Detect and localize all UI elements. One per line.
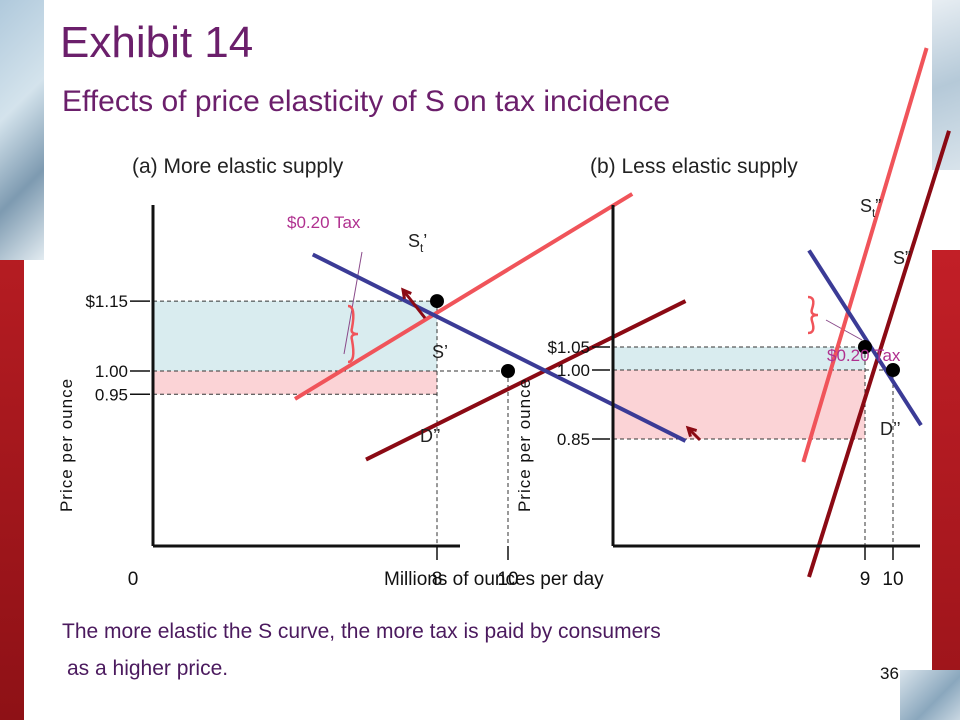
chart-a-label-supply: S’ (432, 342, 448, 362)
chart-a-tax-pointer (343, 251, 363, 355)
chart-b-curve-supply-with-tax (801, 47, 929, 463)
chart-b-y-tick-label: 0.85 (557, 430, 590, 449)
chart-b-curve-demand (807, 249, 923, 427)
page-number: 36 (880, 664, 899, 683)
chart-a-curve-supply-with-tax (293, 192, 634, 401)
corner-decoration-bottom-right (900, 670, 960, 720)
chart-a-producer-tax-area (153, 371, 437, 395)
chart-a-tax-label: $0.20 Tax (287, 213, 361, 232)
chart-b-y-tick-label: $1.05 (547, 338, 590, 357)
chart-b-shift-arrow-head (685, 425, 698, 438)
chart-b-equilibrium-point (858, 340, 872, 354)
chart-b-title: (b) Less elastic supply (590, 155, 798, 178)
chart-a-equilibrium-point (501, 364, 515, 378)
chart-b-y-tick-label: 1.00 (557, 361, 590, 380)
chart-a-x-tick-label: 0 (128, 569, 139, 590)
chart-a-equilibrium-point (430, 294, 444, 309)
chart-a-curve-demand (311, 252, 687, 443)
chart-a-y-tick-label: 0.95 (95, 385, 128, 404)
chart-a-x-tick-label: 8 (432, 569, 443, 590)
footer-text-line2: as a higher price. (67, 657, 229, 680)
chart-b-label-demand: D’’ (880, 419, 901, 439)
corner-decoration-top-left (0, 0, 44, 260)
chart-b-tax-label: $0.20 Tax (827, 346, 901, 365)
chart-b-curve-supply (807, 130, 951, 578)
chart-b-x-tick-label: 10 (882, 569, 903, 590)
page-title: Exhibit 14 (60, 18, 254, 67)
chart-b-label-supply: S” (893, 248, 911, 268)
chart-a-shift-arrow (401, 289, 427, 319)
chart-a-label-demand: D’’ (420, 426, 441, 446)
chart-a-y-axis-label: Price per ounce (57, 378, 76, 512)
chart-a-consumer-tax-area (153, 301, 437, 371)
corner-decoration-right-red (932, 250, 960, 670)
page-subtitle: Effects of price elasticity of S on tax … (62, 85, 671, 118)
chart-b-equilibrium-point (886, 363, 900, 377)
x-axis-label: Millions of ounces per day (384, 569, 604, 590)
chart-b-x-tick-label: 9 (860, 569, 871, 590)
chart-a-title: (a) More elastic supply (132, 155, 344, 178)
chart-a-shift-arrow-head (401, 287, 412, 300)
chart-b-consumer-tax-area (613, 347, 865, 370)
chart-b-y-axis-label: Price per ounce (515, 378, 534, 512)
footer-text-line1: The more elastic the S curve, the more t… (62, 620, 661, 643)
chart-b-label-supply-with-tax: St” (860, 196, 881, 220)
chart-a-tax-brace (347, 304, 359, 364)
chart-a-curve-supply (365, 299, 687, 462)
chart-a-y-tick-label: $1.15 (85, 292, 128, 311)
corner-decoration-bottom-left (0, 260, 24, 720)
chart-a-label-supply-with-tax: St’ (408, 231, 427, 255)
chart-a-x-tick-label: 10 (497, 569, 518, 590)
chart-a-y-tick-label: 1.00 (95, 362, 128, 381)
chart-b-tax-brace (807, 295, 819, 335)
